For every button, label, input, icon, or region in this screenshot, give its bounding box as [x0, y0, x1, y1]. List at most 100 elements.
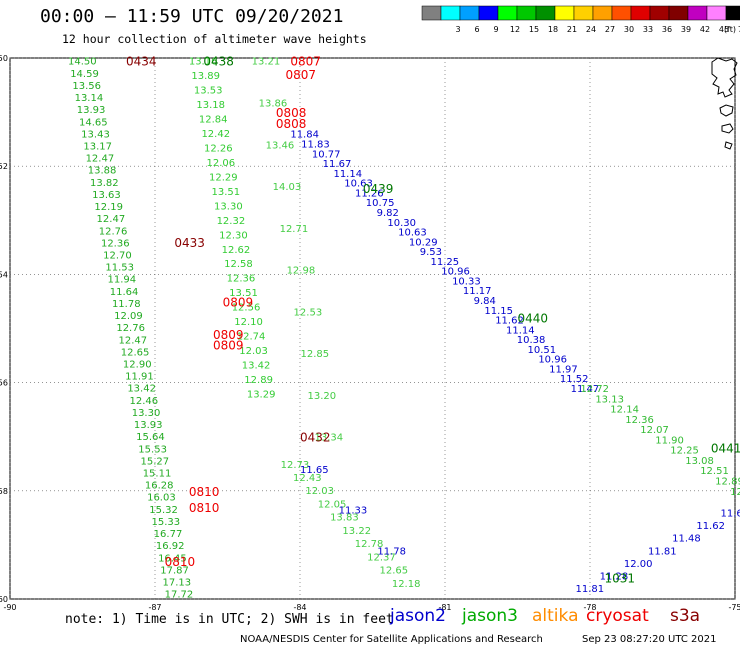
swh-value-label: 11.91 [125, 372, 154, 383]
pass-time-label: 0808 [276, 117, 307, 131]
swh-value-label: 12.76 [116, 323, 145, 334]
legend-tick-label: 33 [643, 25, 653, 34]
swh-value-label: 12.76 [99, 226, 128, 237]
swh-value-label: 13.22 [342, 526, 371, 537]
satellite-legend-cryosat: cryosat [586, 606, 649, 626]
swh-value-label: 11.65 [300, 465, 329, 476]
swh-value-label: 11.25 [431, 257, 460, 268]
swh-value-label: 13.43 [81, 129, 110, 140]
pass-time-label: 0810 [165, 555, 196, 569]
footer-note: note: 1) Time is in UTC; 2) SWH is in fe… [65, 612, 394, 627]
pass-time-label: 0810 [189, 501, 220, 515]
swh-value-label: 10.96 [441, 267, 470, 278]
swh-value-label: 11.48 [672, 534, 701, 545]
swh-value-label: 11.94 [108, 275, 137, 286]
swh-value-label: 11.78 [377, 546, 406, 557]
swh-value-label: 12.89 [244, 375, 273, 386]
swh-value-label: 12.29 [209, 172, 238, 183]
swh-value-label: 10.33 [452, 276, 481, 287]
swh-value-label: 12.65 [121, 347, 150, 358]
satellite-legend-s3a: s3a [670, 606, 701, 626]
swh-value-label: 16.45 [158, 553, 187, 564]
swh-value-label: 16.03 [147, 493, 176, 504]
swh-value-label: 12.42 [201, 129, 230, 140]
pass-time-label: 0432 [300, 431, 331, 445]
swh-value-label: 11.97 [549, 364, 578, 375]
footer-credit: NOAA/NESDIS Center for Satellite Applica… [240, 634, 543, 645]
swh-value-label: 13.17 [83, 141, 112, 152]
swh-value-label: 10.51 [528, 345, 557, 356]
swh-value-label: 16.28 [145, 481, 174, 492]
legend-tick-label: 70 [738, 25, 740, 34]
swh-value-label: 12.10 [234, 317, 263, 328]
swh-value-label: 11.83 [301, 140, 330, 151]
swh-value-label: 13.13 [595, 394, 624, 405]
swh-value-label: 12.72 [580, 384, 609, 395]
swh-value-label: 10.38 [517, 335, 546, 346]
swh-value-label: 15.53 [138, 444, 167, 455]
swh-value-label: 12.26 [204, 144, 233, 155]
map-frame [9, 57, 736, 600]
swh-value-label: 12.30 [219, 230, 248, 241]
swh-value-label: 11.81 [576, 584, 605, 595]
swh-value-label: 13.93 [77, 105, 106, 116]
swh-value-label: 10.63 [398, 228, 427, 239]
swh-value-label: 10.30 [387, 218, 416, 229]
swh-value-label: 13.30 [132, 408, 161, 419]
swh-value-label: 14.65 [79, 117, 108, 128]
swh-value-label: 12.99 [730, 487, 740, 498]
footer-timestamp: Sep 23 08:27:20 UTC 2021 [582, 634, 717, 645]
swh-value-label: 12.25 [670, 446, 699, 457]
legend-tick-label: 36 [662, 25, 672, 34]
swh-value-label: 12.03 [239, 346, 268, 357]
swh-value-label: 11.33 [339, 506, 368, 517]
swh-value-label: 11.81 [648, 546, 677, 557]
pass-time-label: 0809 [213, 328, 244, 342]
swh-value-label: 15.11 [143, 468, 172, 479]
swh-value-label: 15.32 [149, 505, 178, 516]
swh-value-label: 12.84 [199, 115, 228, 126]
satellite-legend-altika: altika [532, 606, 579, 626]
swh-value-label: 13.30 [214, 201, 243, 212]
swh-value-label: 12.65 [379, 566, 408, 577]
lon-tick-label: -78 [583, 603, 596, 612]
swh-value-label: 13.82 [90, 178, 119, 189]
swh-value-label: 12.03 [305, 486, 334, 497]
legend-tick-label: 9 [493, 25, 498, 34]
lat-tick-label: -56 [0, 379, 8, 388]
swh-value-label: 13.29 [247, 389, 276, 400]
swh-value-label: 12.78 [355, 539, 384, 550]
swh-value-label: 11.14 [506, 325, 535, 336]
swh-value-label: 14.03 [273, 182, 302, 193]
swh-value-label: 13.08 [685, 456, 714, 467]
lat-tick-label: -60 [0, 595, 8, 604]
swh-value-label: 13.86 [259, 98, 288, 109]
lon-tick-label: -81 [438, 603, 451, 612]
pass-time-label: 0807 [290, 55, 321, 69]
satellite-legend-jason3: jason3 [462, 606, 518, 626]
swh-value-label: 12.62 [222, 245, 251, 256]
pass-time-label: 0809 [213, 339, 244, 353]
pass-time-label: 0438 [203, 55, 234, 69]
swh-value-label: 12.71 [280, 224, 309, 235]
swh-value-label: 12.47 [86, 154, 115, 165]
swh-value-label: 12.73 [281, 460, 310, 471]
page-subtitle: 12 hour collection of altimeter wave hei… [62, 32, 367, 46]
legend-tick-label: 18 [548, 25, 558, 34]
lat-tick-label: -50 [0, 54, 8, 63]
pass-time-label: 0809 [223, 295, 254, 309]
swh-value-label: 12.46 [130, 396, 159, 407]
lat-tick-label: -52 [0, 162, 8, 171]
swh-value-label: 12.43 [293, 473, 322, 484]
swh-value-label: 10.96 [538, 355, 567, 366]
swh-value-label: 16.92 [156, 541, 185, 552]
legend-tick-label: 24 [586, 25, 596, 34]
swh-value-label: 15.33 [151, 517, 180, 528]
pass-time-label: 0433 [174, 236, 205, 250]
swh-value-label: 12.19 [94, 202, 123, 213]
swh-value-label: 11.67 [323, 159, 352, 170]
swh-value-label: 13.14 [75, 93, 104, 104]
swh-value-label: 13.21 [252, 57, 281, 68]
swh-value-label: 13.63 [92, 190, 121, 201]
